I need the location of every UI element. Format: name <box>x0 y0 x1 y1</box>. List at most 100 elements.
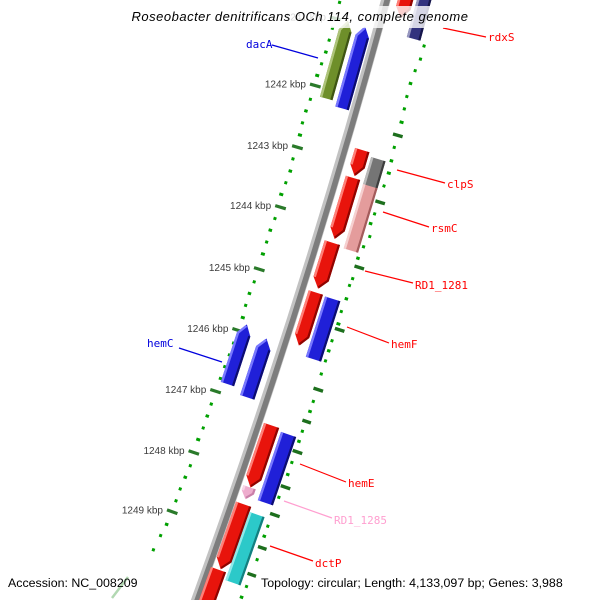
gc-dash <box>392 132 404 139</box>
dacA-gene-shadow <box>330 32 352 101</box>
tick-label: 1242 kbp <box>265 80 307 91</box>
tick-label: 1243 kbp <box>247 141 289 152</box>
gc-dot <box>278 192 284 197</box>
hemE-gene[interactable] <box>257 431 297 506</box>
tick-mark <box>166 508 178 516</box>
hemE-label[interactable]: hemE <box>348 477 375 490</box>
gc-dash <box>353 264 365 271</box>
red-gene-top-highlight <box>396 0 401 7</box>
clpS-gene-highlight <box>362 157 374 186</box>
RD1_1281-gene[interactable] <box>313 240 341 289</box>
gc-dot <box>276 495 281 500</box>
gc-dots-right <box>239 44 426 600</box>
gc-dot <box>264 240 269 244</box>
blue-gene-top-shadow <box>346 38 369 111</box>
gc-dot <box>339 309 344 314</box>
red-gene-1243-shadow <box>354 151 370 176</box>
dctP-gene[interactable] <box>225 511 265 586</box>
hemF-gene-shadow <box>318 300 341 362</box>
RD1_1281-gene-highlight <box>313 240 328 278</box>
gc-dot <box>183 475 188 480</box>
hemF-label[interactable]: hemF <box>391 338 418 351</box>
gc-dot <box>239 595 244 600</box>
gc-dot <box>205 414 210 419</box>
gc-dot <box>323 358 328 363</box>
red-gene-1244[interactable] <box>330 175 361 239</box>
gc-dot <box>361 244 366 249</box>
gc-dot <box>330 26 335 31</box>
tick-mark <box>274 204 287 211</box>
red-gene-1244-shadow <box>334 179 361 239</box>
clpS-leader-line <box>396 169 446 184</box>
dctP-gene-shadow <box>238 516 265 586</box>
gc-dash <box>280 483 291 491</box>
tick-label: 1246 kbp <box>187 324 229 335</box>
red-gene-1248[interactable] <box>246 422 280 488</box>
gc-dot <box>386 171 392 176</box>
dctP-leader-line <box>269 545 314 562</box>
red-gene-1244-highlight <box>330 175 349 228</box>
gc-dash <box>301 418 312 425</box>
gc-dot <box>422 44 426 48</box>
red-gene-1249-highlight <box>216 501 239 558</box>
clpS-gene-shadow <box>375 160 386 190</box>
gc-dot <box>291 157 295 161</box>
gc-dot <box>247 291 252 296</box>
gc-dash <box>269 511 281 519</box>
tick-label: 1247 kbp <box>165 385 207 396</box>
RD1_1281-gene-shadow <box>317 244 341 289</box>
hemC-gene[interactable] <box>220 324 251 387</box>
gc-dot <box>244 584 249 589</box>
gc-dot <box>336 321 341 326</box>
blue-gene-top-highlight <box>335 27 366 108</box>
rdxS-leader-line <box>442 27 487 38</box>
gc-dash <box>334 326 345 334</box>
tick-mark <box>309 82 322 89</box>
gc-dot <box>303 108 309 113</box>
hemC-gene-highlight <box>220 324 248 383</box>
dacA-gene[interactable] <box>319 20 352 101</box>
hemE-gene-highlight <box>257 431 284 501</box>
gc-dot <box>355 256 361 261</box>
dacA-label[interactable]: dacA <box>246 38 273 51</box>
gc-dot <box>288 169 293 174</box>
gc-dot <box>273 216 277 221</box>
RD1_1281-label[interactable]: RD1_1281 <box>415 279 468 292</box>
tick-mark <box>209 387 222 395</box>
gc-dot <box>308 97 313 102</box>
RD1_1285-gene[interactable] <box>241 485 256 500</box>
gc-dot <box>195 437 201 442</box>
gc-dot <box>188 463 193 468</box>
gc-dot <box>209 402 214 407</box>
blue-gene-top[interactable] <box>335 26 369 111</box>
tick-label: 1249 kbp <box>122 505 164 516</box>
rdxS-label[interactable]: rdxS <box>488 31 515 44</box>
tick-mark <box>188 449 200 456</box>
gc-dot <box>389 158 394 163</box>
gc-dot <box>347 283 352 288</box>
rsmC-gene[interactable] <box>343 184 378 253</box>
rsmC-gene-highlight <box>343 184 366 250</box>
gc-dot <box>337 0 342 5</box>
rsmC-label[interactable]: rsmC <box>431 222 458 235</box>
title-backdrop <box>95 6 489 28</box>
gc-dot <box>367 234 372 239</box>
tick-label: 1244 kbp <box>230 201 272 212</box>
gc-dot <box>326 348 331 353</box>
dctP-label[interactable]: dctP <box>315 557 342 570</box>
red-gene-1249[interactable] <box>216 501 252 570</box>
RD1_1285-label[interactable]: RD1_1285 <box>334 514 387 527</box>
hemC-right-gene[interactable] <box>240 338 271 400</box>
hemC-label[interactable]: hemC <box>147 337 174 350</box>
red-gene-bottom[interactable] <box>194 567 226 600</box>
gc-dot <box>164 522 169 527</box>
gc-dot <box>311 399 316 404</box>
clpS-gene[interactable] <box>362 157 386 190</box>
gc-dot <box>330 338 334 343</box>
gc-dot <box>201 426 206 430</box>
gc-dot <box>327 38 331 43</box>
clpS-label[interactable]: clpS <box>447 178 474 191</box>
hemF-gene[interactable] <box>305 296 341 362</box>
red-gene-1245[interactable] <box>295 290 323 346</box>
gc-dot <box>151 547 156 552</box>
